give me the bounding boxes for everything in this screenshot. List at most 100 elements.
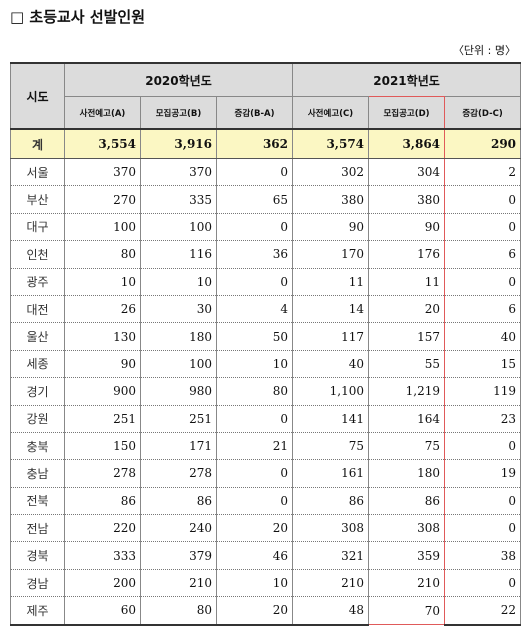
table-cell: 270 [64,185,141,214]
table-cell: 48 [292,596,370,626]
region-name: 경북 [10,541,65,570]
table-row: 경기 900 980 80 1,100 1,219 119 [10,377,522,406]
table-cell: 900 [64,377,141,406]
table-cell: 38 [444,541,522,570]
table-row: 경남 200 210 10 210 210 0 [10,569,522,598]
table-cell: 171 [140,432,217,461]
table-cell: 980 [140,377,217,406]
table-cell: 86 [64,487,141,516]
table-cell: 150 [64,432,141,461]
region-name: 부산 [10,185,65,214]
region-name: 충남 [10,459,65,488]
table-cell: 75 [292,432,370,461]
table-cell: 117 [292,322,370,351]
table-cell: 380 [368,185,446,214]
table-cell: 15 [444,350,522,379]
table-cell: 40 [292,350,370,379]
table-cell: 335 [140,185,217,214]
table-cell: 1,219 [368,377,446,406]
table-cell: 100 [64,213,141,242]
table-cell: 80 [215,377,294,406]
total-row: 계 3,554 3,916 362 3,574 3,864 290 [10,129,522,159]
table-row: 강원 251 251 0 141 164 23 [10,405,522,433]
table-cell: 0 [215,268,294,296]
table-cell: 75 [368,432,446,461]
table-cell: 0 [444,432,522,461]
region-name: 충북 [10,432,65,461]
table-cell: 100 [140,350,217,379]
table-cell: 90 [64,350,141,379]
region-header: 시도 [10,62,65,130]
table-cell: 157 [368,322,446,351]
table-cell: 370 [64,158,141,187]
table-cell: 308 [368,514,446,543]
region-name: 강원 [10,405,65,433]
table-cell: 251 [64,405,141,433]
total-cell: 3,864 [368,129,446,159]
table-cell: 26 [64,295,141,324]
table-cell: 60 [64,596,141,626]
table-cell: 0 [444,268,522,296]
selection-table: 시도 2020학년도 2021학년도 사전예고(A) 모집공고(B) 증감(B-… [10,62,522,626]
col-header-post-b: 모집공고(B) [140,96,217,130]
total-label: 계 [10,129,65,159]
table-cell: 40 [444,322,522,351]
table-cell: 302 [292,158,370,187]
region-name: 전남 [10,514,65,543]
table-cell: 10 [215,569,294,598]
table-cell: 240 [140,514,217,543]
table-cell: 46 [215,541,294,570]
table-cell: 14 [292,295,370,324]
table-cell: 30 [140,295,217,324]
table-cell: 65 [215,185,294,214]
table-cell: 10 [215,350,294,379]
table-cell: 278 [64,459,141,488]
table-cell: 4 [215,295,294,324]
table-cell: 11 [292,268,370,296]
table-cell: 20 [215,596,294,626]
table-cell: 50 [215,322,294,351]
col-header-post-d: 모집공고(D) [368,96,446,130]
region-name: 인천 [10,240,65,269]
table-cell: 36 [215,240,294,269]
table-cell: 6 [444,295,522,324]
table-row: 부산 270 335 65 380 380 0 [10,185,522,214]
table-row: 충남 278 278 0 161 180 19 [10,459,522,488]
table-cell: 86 [292,487,370,516]
table-row: 경북 333 379 46 321 359 38 [10,541,522,570]
table-cell: 379 [140,541,217,570]
table-cell: 220 [64,514,141,543]
total-cell: 3,916 [140,129,217,159]
table-cell: 0 [444,213,522,242]
table-cell: 180 [140,322,217,351]
unit-label: 〈단위 : 명〉 [452,44,516,57]
table-cell: 22 [444,596,522,626]
table-cell: 0 [444,487,522,516]
col-header-pre-c: 사전예고(C) [292,96,370,130]
table-cell: 180 [368,459,446,488]
table-cell: 10 [140,268,217,296]
table-cell: 370 [140,158,217,187]
table-row: 대구 100 100 0 90 90 0 [10,213,522,242]
table-row: 울산 130 180 50 117 157 40 [10,322,522,351]
table-cell: 164 [368,405,446,433]
table-cell: 23 [444,405,522,433]
table-cell: 0 [215,405,294,433]
total-cell: 3,554 [64,129,141,159]
table-cell: 278 [140,459,217,488]
table-cell: 170 [292,240,370,269]
table-cell: 10 [64,268,141,296]
table-cell: 380 [292,185,370,214]
table-cell: 55 [368,350,446,379]
table-cell: 0 [215,487,294,516]
page-title: □ 초등교사 선발인원 [10,8,146,26]
table-cell: 20 [215,514,294,543]
table-row: 전남 220 240 20 308 308 0 [10,514,522,543]
table-row: 제주 60 80 20 48 70 22 [10,596,522,626]
table-cell: 86 [368,487,446,516]
table-cell: 116 [140,240,217,269]
selection-table-container: 시도 2020학년도 2021학년도 사전예고(A) 모집공고(B) 증감(B-… [10,62,522,626]
table-cell: 6 [444,240,522,269]
table-row: 서울 370 370 0 302 304 2 [10,158,522,187]
table-cell: 0 [444,569,522,598]
